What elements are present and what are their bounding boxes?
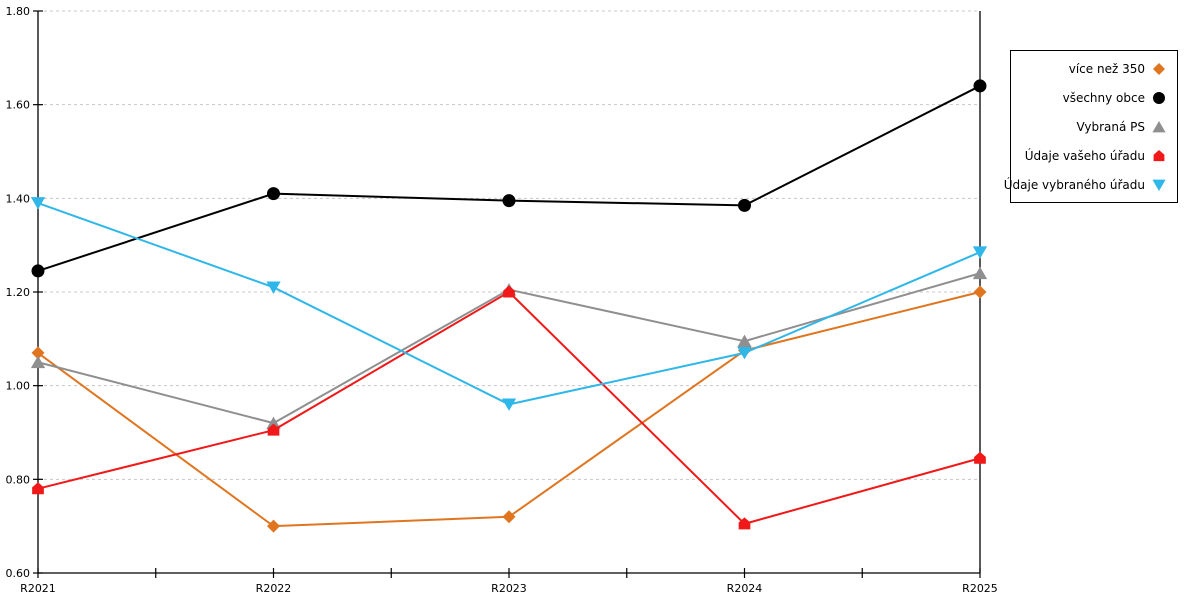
legend-house-pentagon-icon bbox=[1153, 149, 1165, 161]
series-3 bbox=[32, 285, 986, 530]
data-point-marker bbox=[503, 285, 515, 298]
series-1 bbox=[31, 79, 987, 278]
data-point-marker bbox=[738, 198, 751, 212]
data-point-marker bbox=[502, 194, 516, 208]
legend-triangle-up-icon bbox=[1152, 120, 1166, 132]
data-point-marker bbox=[266, 281, 281, 294]
data-point-marker bbox=[501, 398, 517, 411]
data-point-marker bbox=[267, 423, 280, 436]
x-tick-label: R2023 bbox=[491, 582, 527, 595]
legend-diamond-icon bbox=[1153, 62, 1165, 75]
series-4 bbox=[30, 197, 988, 411]
data-point-marker bbox=[973, 79, 987, 93]
data-point-marker bbox=[31, 264, 45, 278]
data-point-marker bbox=[30, 197, 46, 210]
data-point-marker bbox=[30, 355, 46, 369]
y-tick-label: 1.20 bbox=[6, 286, 31, 299]
x-tick-label: R2025 bbox=[962, 582, 998, 595]
legend-item: Údaje vybraného úřadu bbox=[1004, 170, 1177, 199]
data-point-marker bbox=[267, 187, 280, 201]
data-point-marker bbox=[974, 451, 986, 464]
y-tick-label: 0.60 bbox=[6, 567, 31, 580]
data-point-marker bbox=[266, 416, 281, 429]
series-line bbox=[37, 85, 981, 272]
legend-marker-shape bbox=[1152, 179, 1166, 191]
y-tick-label: 1.80 bbox=[6, 5, 31, 18]
legend-item: všechny obce bbox=[1011, 83, 1177, 112]
data-point-marker bbox=[973, 285, 987, 299]
legend-marker-shape bbox=[1153, 91, 1165, 104]
x-tick-label: R2024 bbox=[727, 582, 763, 595]
x-tick-label: R2022 bbox=[256, 582, 292, 595]
legend-item-label: více než 350 bbox=[1068, 61, 1145, 76]
data-point-marker bbox=[502, 510, 516, 524]
legend-marker-shape bbox=[1153, 149, 1165, 161]
legend-item: Údaje vašeho úřadu bbox=[1011, 141, 1177, 170]
data-point-marker bbox=[972, 246, 988, 259]
data-point-marker bbox=[738, 517, 751, 530]
legend-item: Vybraná PS bbox=[1011, 112, 1177, 141]
y-tick-label: 1.40 bbox=[6, 192, 31, 205]
y-tick-label: 1.00 bbox=[6, 380, 31, 393]
legend-item-label: Vybraná PS bbox=[1076, 119, 1145, 134]
legend-circle-icon bbox=[1153, 91, 1165, 104]
legend-item: více než 350 bbox=[1011, 54, 1177, 83]
data-point-marker bbox=[972, 266, 988, 280]
data-point-marker bbox=[737, 347, 752, 360]
legend-item-label: všechny obce bbox=[1062, 90, 1145, 105]
data-point-marker bbox=[267, 519, 280, 533]
legend-item-label: Údaje vybraného úřadu bbox=[1003, 177, 1145, 192]
legend-marker-shape bbox=[1152, 120, 1166, 132]
series-line bbox=[37, 202, 981, 406]
y-tick-label: 0.80 bbox=[6, 473, 31, 486]
chart-legend: více než 350 všechny obce Vybraná PS Údaje … bbox=[1004, 50, 1178, 203]
x-tick-label: R2021 bbox=[20, 582, 56, 595]
legend-item-label: Údaje vašeho úřadu bbox=[1024, 148, 1145, 163]
legend-triangle-down-icon bbox=[1152, 179, 1166, 191]
data-point-marker bbox=[737, 334, 752, 348]
y-tick-label: 1.60 bbox=[6, 99, 31, 112]
legend-marker-shape bbox=[1153, 62, 1165, 75]
data-point-marker bbox=[32, 482, 44, 495]
data-point-marker bbox=[31, 346, 45, 360]
